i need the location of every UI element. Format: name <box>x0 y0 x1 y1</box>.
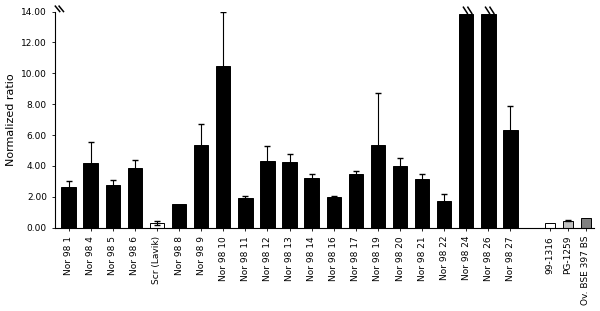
Bar <box>106 185 120 228</box>
Bar <box>304 178 319 228</box>
Bar <box>83 163 98 228</box>
Bar <box>459 14 473 228</box>
Bar <box>216 66 230 228</box>
Bar <box>481 14 496 228</box>
Bar <box>150 223 164 228</box>
Bar <box>349 174 363 228</box>
Bar <box>415 179 429 228</box>
Bar <box>563 221 573 228</box>
Bar <box>326 197 341 228</box>
Bar <box>128 168 142 228</box>
Bar <box>283 162 297 228</box>
Bar <box>260 161 275 228</box>
Bar <box>194 145 208 228</box>
Bar <box>437 202 451 228</box>
Bar <box>581 218 590 228</box>
Y-axis label: Normalized ratio: Normalized ratio <box>5 73 16 166</box>
Bar <box>61 188 76 228</box>
Bar <box>172 204 186 228</box>
Bar <box>371 145 385 228</box>
Bar <box>393 166 407 228</box>
Bar <box>238 198 253 228</box>
Bar <box>503 130 518 228</box>
Bar <box>545 223 555 228</box>
